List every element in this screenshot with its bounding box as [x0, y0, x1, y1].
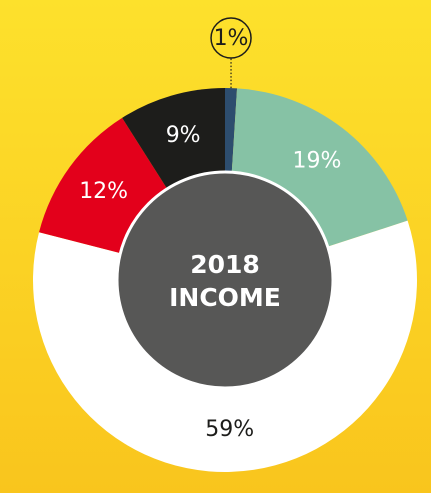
- center-label: 2018: [190, 250, 260, 279]
- center-label: INCOME: [169, 283, 281, 312]
- value-label: 1%: [214, 26, 249, 51]
- value-label: 12%: [79, 179, 128, 204]
- donut-hole: [115, 170, 335, 390]
- value-label: 19%: [292, 148, 341, 173]
- callout-circle: [210, 17, 252, 59]
- value-label: 59%: [205, 417, 254, 442]
- value-label: 9%: [166, 123, 201, 148]
